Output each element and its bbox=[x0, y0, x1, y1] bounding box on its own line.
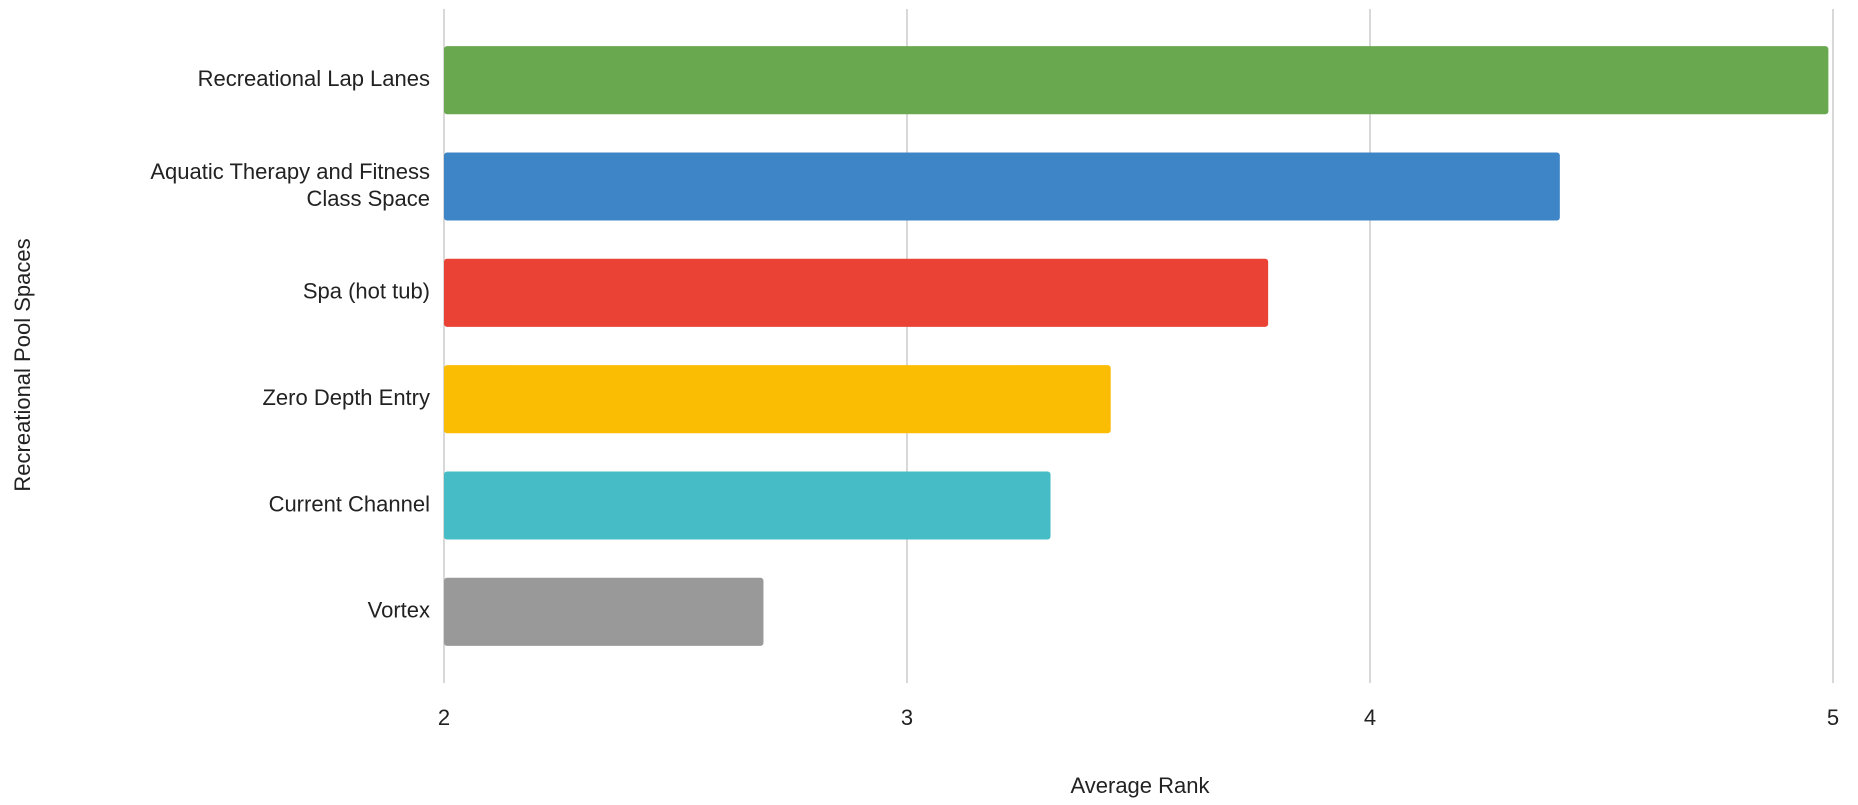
y-tick-label: Aquatic Therapy and Fitness Class Space bbox=[150, 159, 430, 211]
bar bbox=[444, 365, 1111, 434]
y-axis-title: Recreational Pool Spaces bbox=[10, 238, 35, 491]
x-tick-label: 2 bbox=[438, 705, 450, 730]
y-tick-label: Spa (hot tub) bbox=[303, 279, 430, 304]
y-tick-label: Recreational Lap Lanes bbox=[198, 66, 430, 91]
x-tick-label: 3 bbox=[901, 705, 913, 730]
bar bbox=[444, 577, 764, 646]
y-tick-label: Current Channel bbox=[269, 491, 430, 516]
y-tick-label: Vortex bbox=[368, 598, 430, 623]
bar bbox=[444, 152, 1560, 221]
bar bbox=[444, 46, 1829, 115]
x-tick-label: 4 bbox=[1364, 705, 1376, 730]
x-axis-title: Average Rank bbox=[1070, 773, 1210, 798]
label-line: Aquatic Therapy and Fitness bbox=[150, 159, 430, 184]
bar bbox=[444, 258, 1269, 327]
x-tick-label: 5 bbox=[1827, 705, 1839, 730]
y-tick-label: Zero Depth Entry bbox=[262, 385, 430, 410]
bar bbox=[444, 471, 1051, 540]
label-line: Class Space bbox=[306, 186, 430, 211]
